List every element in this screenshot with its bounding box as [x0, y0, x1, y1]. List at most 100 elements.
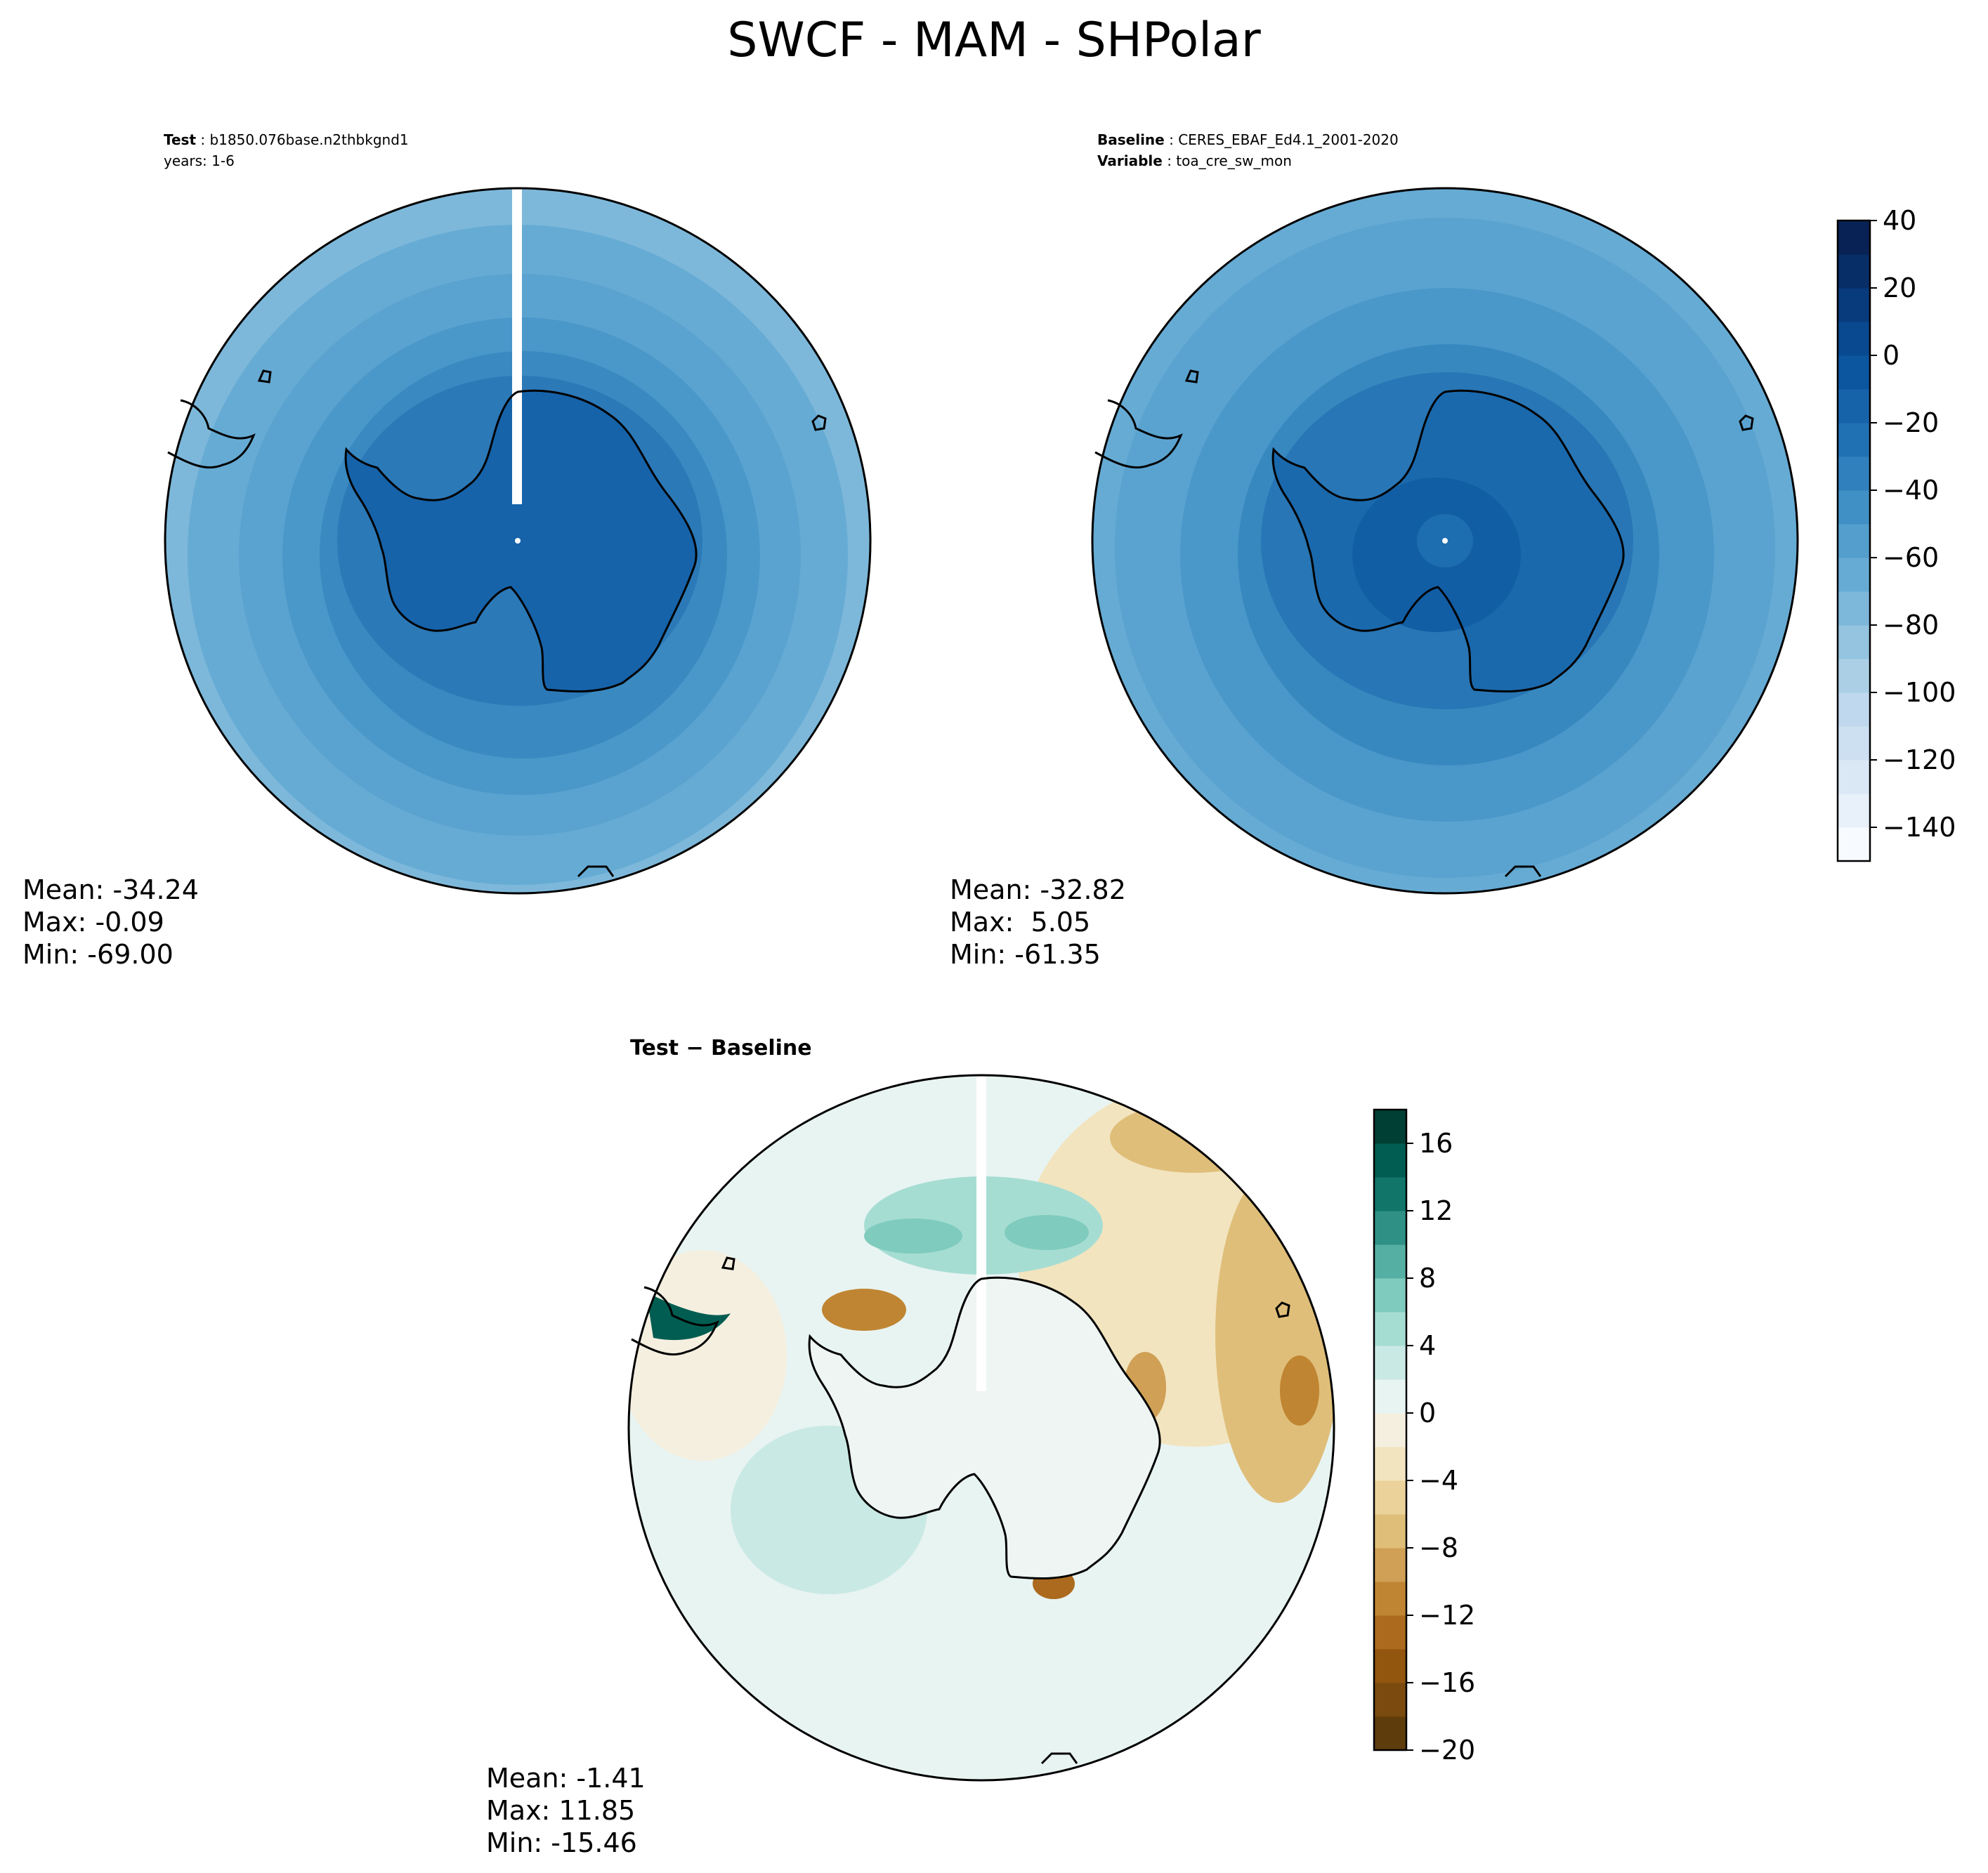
baseline-colorbar-band — [1838, 254, 1870, 289]
baseline-colorbar-band — [1838, 760, 1870, 794]
baseline-colorbar-band — [1838, 625, 1870, 659]
baseline-colorbar-tick-label: −40 — [1883, 475, 1939, 506]
diff-colorbar-band — [1374, 1177, 1406, 1211]
baseline-header-line-1: Baseline : CERES_EBAF_Ed4.1_2001-2020 — [1097, 131, 1399, 148]
diff-colorbar-band — [1374, 1110, 1406, 1144]
diff-stat-min: Min: -15.46 — [486, 1827, 637, 1858]
baseline-colorbar-band — [1838, 288, 1870, 322]
baseline-colorbar-tick-label: 0 — [1883, 340, 1899, 371]
baseline-colorbar-band — [1838, 322, 1870, 356]
figure-title: SWCF - MAM - SHPolar — [727, 13, 1260, 68]
baseline-colorbar-band — [1838, 726, 1870, 761]
diff-colorbar-band — [1374, 1143, 1406, 1178]
diff-north-band-core-1 — [864, 1218, 962, 1254]
diff-colorbar-tick-label: −8 — [1419, 1532, 1458, 1563]
baseline-colorbar-tick-label: −120 — [1883, 744, 1956, 775]
baseline-colorbar-band — [1838, 558, 1870, 592]
baseline-colorbar-band — [1838, 794, 1870, 828]
diff-colorbar-tick-label: −12 — [1419, 1600, 1475, 1631]
diff-north-band-core-2 — [1005, 1215, 1089, 1250]
diff-header: Test − Baseline — [630, 1036, 812, 1060]
baseline-colorbar-band — [1838, 490, 1870, 525]
diff-colorbar-tick-label: 16 — [1419, 1128, 1453, 1159]
baseline-map-border — [1091, 187, 1799, 895]
diff-east-dark-spot — [1280, 1355, 1319, 1426]
diff-colorbar-band — [1374, 1244, 1406, 1279]
diff-colorbar-tick-label: 4 — [1419, 1330, 1436, 1361]
variable-separator: : — [1163, 152, 1176, 169]
baseline-colorbar-tick-label: −20 — [1883, 407, 1939, 438]
baseline-map — [1092, 188, 1798, 893]
test-missing-data-strip — [512, 188, 522, 504]
diff-colorbar-tick-label: 12 — [1419, 1195, 1453, 1226]
diff-colorbar-band — [1374, 1379, 1406, 1414]
test-pole-dot — [515, 538, 521, 544]
diff-west-neutral — [629, 1250, 787, 1461]
test-stat-mean: Mean: -34.24 — [22, 874, 199, 905]
diff-colorbar: 16 12 8 4 0 −4 −8 −12 −16 −20 — [1373, 1108, 1475, 1766]
baseline-colorbar-band — [1838, 221, 1870, 255]
baseline-header-dataset: CERES_EBAF_Ed4.1_2001-2020 — [1178, 131, 1399, 148]
baseline-header-label: Baseline — [1097, 131, 1165, 148]
diff-colorbar-band — [1374, 1278, 1406, 1313]
diff-colorbar-tick-label: 8 — [1419, 1263, 1436, 1294]
test-header-label: Test — [164, 131, 196, 148]
baseline-stat-min: Min: -61.35 — [950, 939, 1101, 970]
panel-diff: Test − Baseline — [486, 1036, 1475, 1858]
diff-colorbar-tick-label: −20 — [1419, 1735, 1475, 1766]
diff-east-edge — [1215, 1166, 1334, 1503]
diff-map-border — [627, 1074, 1335, 1782]
diff-colorbar-band — [1374, 1514, 1406, 1549]
baseline-colorbar-tick-label: 20 — [1883, 272, 1916, 303]
diff-colorbar-band — [1374, 1683, 1406, 1717]
baseline-colorbar-band — [1838, 423, 1870, 457]
baseline-header-separator: : — [1165, 131, 1178, 148]
test-stat-min: Min: -69.00 — [22, 939, 174, 970]
test-stat-max: Max: -0.09 — [22, 907, 164, 938]
diff-peninsula-brown — [822, 1289, 906, 1331]
baseline-stat-mean: Mean: -32.82 — [950, 874, 1126, 905]
baseline-colorbar-band — [1838, 355, 1870, 390]
test-map-border — [164, 187, 872, 895]
baseline-colorbar-band — [1838, 591, 1870, 626]
baseline-colorbar: 40 20 0 −20 −40 −60 −80 −100 −120 −140 — [1836, 205, 1956, 862]
diff-colorbar-band — [1374, 1582, 1406, 1616]
diff-colorbar-band — [1374, 1480, 1406, 1515]
baseline-colorbar-band — [1838, 524, 1870, 558]
test-map — [165, 188, 870, 893]
baseline-stat-max: Max: 5.05 — [950, 907, 1090, 938]
diff-stat-max: Max: 11.85 — [486, 1795, 635, 1826]
baseline-colorbar-frame — [1836, 219, 1871, 862]
diff-colorbar-band — [1374, 1312, 1406, 1346]
diff-colorbar-band — [1374, 1548, 1406, 1582]
diff-colorbar-band — [1374, 1447, 1406, 1481]
baseline-colorbar-tick-label: −60 — [1883, 542, 1939, 573]
variable-name: toa_cre_sw_mon — [1176, 152, 1292, 169]
diff-colorbar-band — [1374, 1211, 1406, 1245]
diff-colorbar-tick-label: −16 — [1419, 1667, 1475, 1698]
baseline-colorbar-band — [1838, 456, 1870, 491]
diff-colorbar-band — [1374, 1649, 1406, 1683]
variable-label: Variable — [1097, 152, 1163, 169]
baseline-colorbar-tick-label: −140 — [1883, 812, 1956, 843]
baseline-header-line-2: Variable : toa_cre_sw_mon — [1097, 152, 1292, 169]
baseline-colorbar-tick-label: −100 — [1883, 677, 1956, 708]
diff-colorbar-tick-label: 0 — [1419, 1398, 1436, 1428]
baseline-colorbar-band — [1838, 827, 1870, 862]
baseline-colorbar-band — [1838, 389, 1870, 423]
diff-colorbar-band — [1374, 1413, 1406, 1447]
test-header-separator: : — [196, 131, 209, 148]
diff-colorbar-band — [1374, 1716, 1406, 1751]
baseline-pole-dot — [1442, 538, 1448, 544]
test-header-years: years: 1-6 — [164, 152, 235, 169]
diff-map — [629, 1075, 1334, 1780]
test-header-case: b1850.076base.n2thbkgnd1 — [209, 131, 408, 148]
panel-test: Test : b1850.076base.n2thbkgnd1 years: 1… — [22, 131, 872, 970]
baseline-colorbar-band — [1838, 692, 1870, 727]
baseline-colorbar-band — [1838, 659, 1870, 693]
baseline-colorbar-tick-label: 40 — [1883, 205, 1916, 236]
baseline-colorbar-tick-label: −80 — [1883, 610, 1939, 640]
diff-missing-data-strip — [976, 1075, 986, 1391]
diff-northeast-patch — [1110, 1103, 1279, 1173]
diff-colorbar-tick-label: −4 — [1419, 1465, 1458, 1496]
